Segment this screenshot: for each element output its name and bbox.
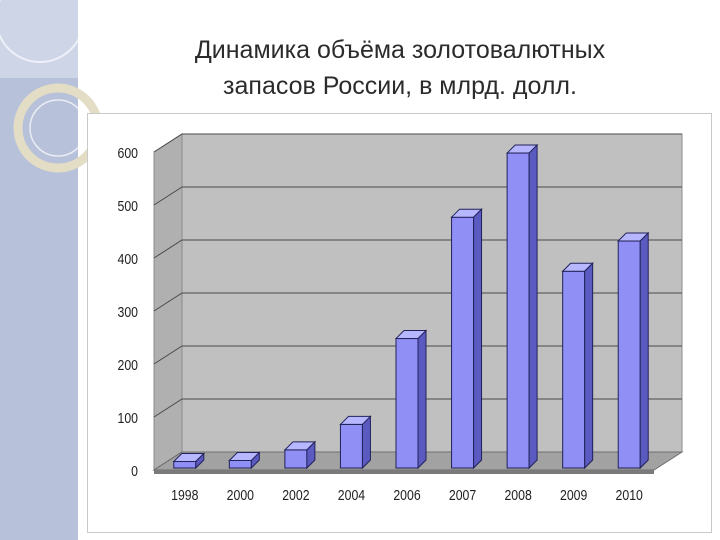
x-tick-label: 2004 (338, 487, 366, 503)
bar-side (195, 452, 205, 470)
side-decor-square (0, 0, 78, 78)
gridline (153, 133, 682, 153)
bar-chart: 0 100 200 300 400 500 600 1998 2000 2002 2004 2006 2… (117, 133, 684, 503)
y-tick-label: 100 (117, 410, 138, 426)
bar (451, 216, 475, 469)
x-tick-label: 2009 (560, 487, 587, 503)
bar (173, 461, 197, 469)
x-tick-label: 2010 (616, 487, 644, 503)
chart-title: Динамика объёма золотовалютных запасов Р… (90, 32, 710, 104)
y-tick-label: 300 (117, 304, 138, 320)
x-tick-label: 2008 (504, 487, 532, 503)
bar-side (417, 329, 427, 470)
bar-side (528, 143, 538, 470)
y-tick-label: 600 (117, 145, 138, 161)
chart-frame: 0 100 200 300 400 500 600 1998 2000 2002 2004 2006 2… (87, 113, 712, 533)
y-tick-label: 500 (117, 198, 138, 214)
x-tick-label: 2002 (282, 487, 309, 503)
x-tick-label: 1998 (171, 487, 199, 503)
x-tick-label: 2006 (393, 487, 421, 503)
y-tick-label: 400 (117, 251, 138, 267)
bar-side (584, 262, 594, 470)
chart-title-line-1: Динамика объёма золотовалютных (194, 36, 606, 64)
bar (562, 270, 586, 469)
bar-side (306, 440, 316, 470)
y-tick-label: 200 (117, 357, 138, 373)
bar-side (361, 415, 371, 470)
bar (395, 338, 419, 469)
x-tick-label: 2000 (227, 487, 255, 503)
bar (339, 423, 363, 469)
bar (284, 449, 308, 469)
chart-title-line-2: запасов России, в млрд. долл. (223, 72, 577, 100)
bar (228, 459, 252, 469)
y-tick-label: 0 (131, 463, 138, 479)
bar (506, 152, 530, 469)
x-tick-label: 2007 (449, 487, 476, 503)
bar (617, 240, 641, 469)
bar-side (473, 207, 483, 470)
plot-floor-edge (154, 470, 654, 474)
bar-side (639, 231, 649, 470)
bar-side (250, 451, 260, 470)
